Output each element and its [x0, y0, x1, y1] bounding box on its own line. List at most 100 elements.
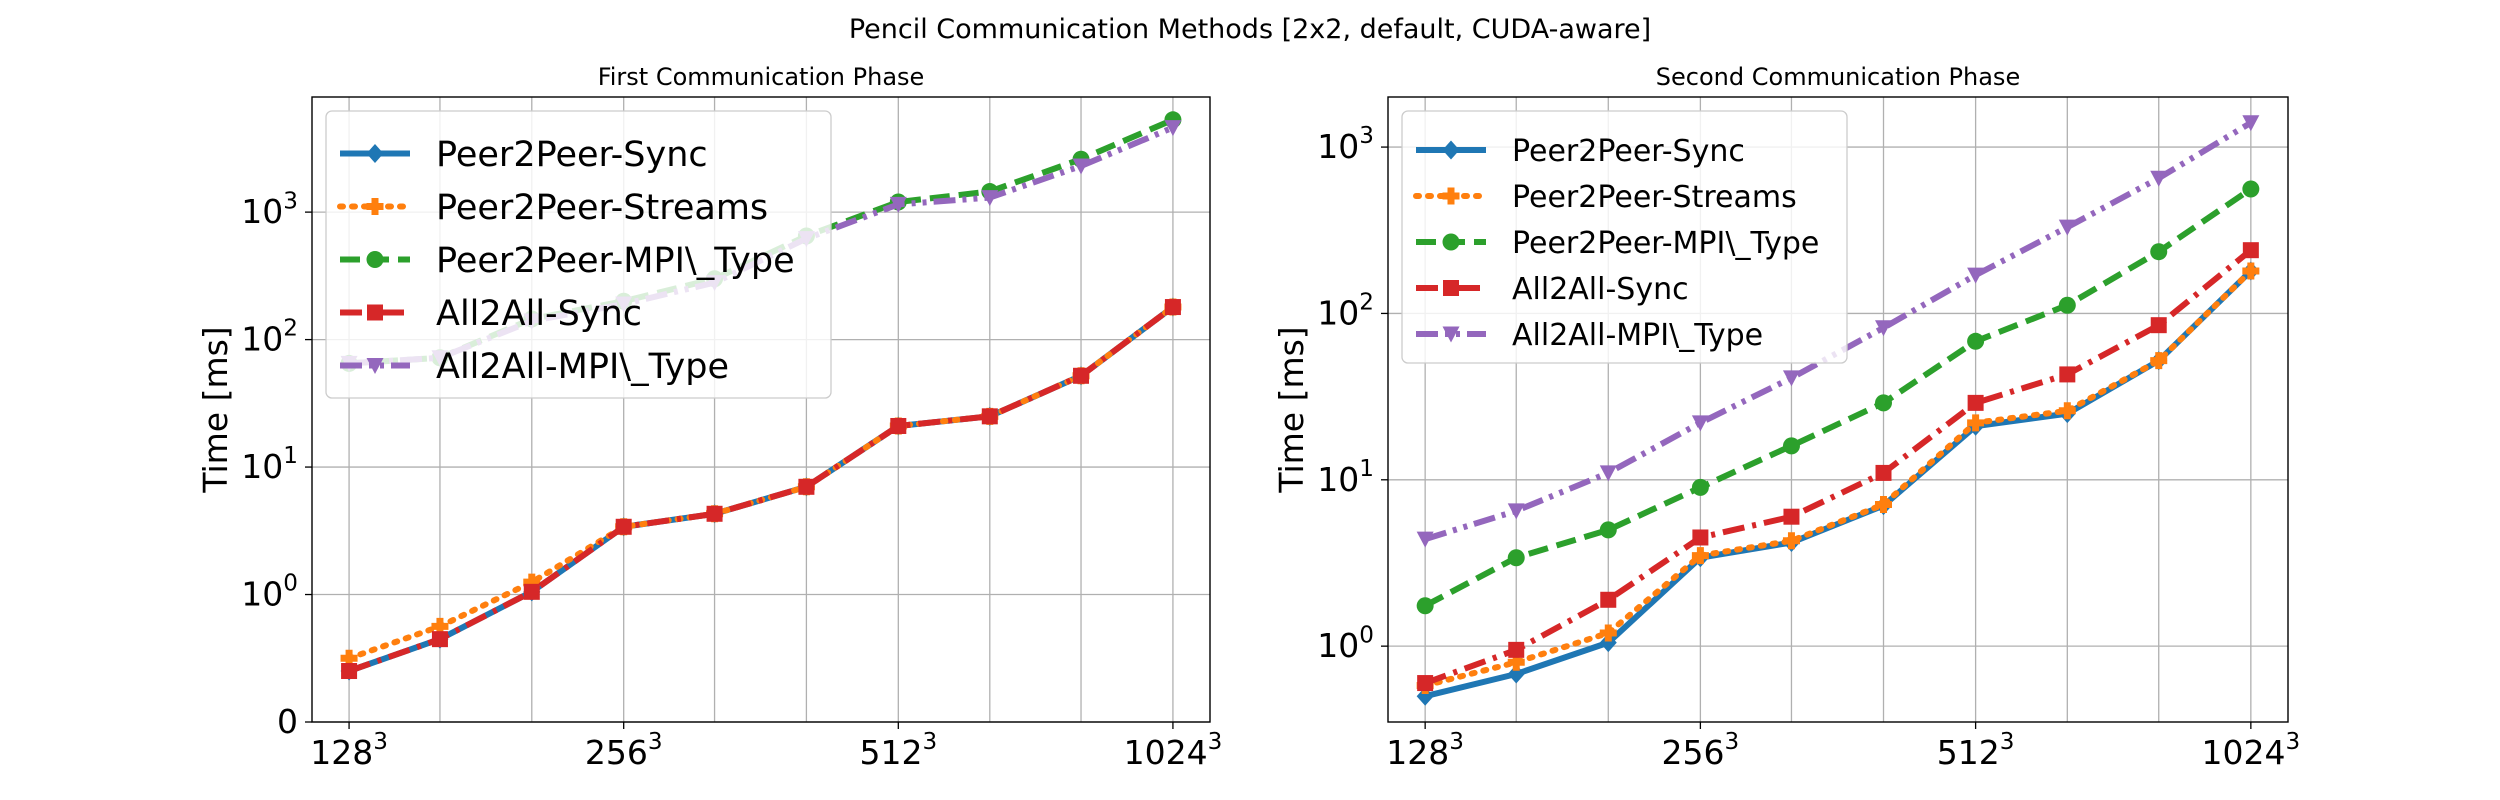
data-point [1875, 464, 1892, 481]
series-line [1424, 247, 2253, 686]
data-point [1967, 414, 1985, 432]
data-point [1599, 465, 1617, 482]
series-line [1423, 186, 2253, 609]
data-point [1875, 394, 1893, 412]
y-tick-label: 103 [241, 188, 298, 231]
data-point [1416, 531, 1434, 548]
data-point [890, 417, 907, 434]
data-point [1507, 503, 1525, 520]
legend-label: All2All-MPI\_Type [436, 347, 729, 387]
y-tick-label: 100 [1317, 622, 1374, 665]
legend-marker [1442, 140, 1460, 160]
legend-label: Peer2Peer-Sync [436, 135, 708, 175]
legend-marker [366, 251, 384, 268]
data-point [523, 573, 541, 591]
x-tick-label: 1283 [1386, 729, 1464, 772]
data-point [798, 478, 815, 495]
data-point [1967, 394, 1984, 411]
legend-marker [1442, 233, 1460, 251]
y-tick-label: 101 [1317, 456, 1374, 499]
data-point [1782, 370, 1800, 387]
data-point [2150, 317, 2167, 334]
data-point [2242, 262, 2260, 280]
data-point [1164, 120, 1182, 137]
data-point [615, 518, 632, 535]
data-point [1782, 437, 1800, 455]
data-point [2058, 296, 2076, 314]
legend-marker [366, 144, 384, 163]
data-point [1967, 332, 1985, 350]
series-line [1424, 120, 2253, 542]
data-point [2150, 352, 2168, 370]
x-tick-label: 1283 [310, 729, 388, 772]
plot-panel-1: First Communication Phase 0 100 101 102 103 12… [196, 63, 1222, 772]
data-point [1416, 597, 1434, 615]
legend: Peer2Peer-Sync Peer2Peer-Streams Peer2Peer… [325, 110, 832, 399]
data-point [706, 505, 723, 522]
legend-box [1401, 110, 1848, 364]
data-point [1782, 532, 1800, 550]
legend-label: Peer2Peer-Streams [1512, 180, 1797, 215]
legend-label: Peer2Peer-Sync [1512, 134, 1745, 169]
legend-label: All2All-MPI\_Type [1512, 318, 1763, 353]
legend-marker [367, 304, 383, 321]
data-point [431, 631, 448, 648]
data-point [2242, 180, 2260, 198]
x-tick-label: 5123 [1937, 729, 2015, 772]
plot-frame [311, 96, 1211, 723]
data-point [981, 190, 999, 207]
data-point [341, 663, 358, 680]
data-point [2058, 219, 2076, 236]
legend-marker [366, 198, 384, 215]
series-line [348, 304, 1175, 674]
data-point [1692, 529, 1709, 546]
data-point [1875, 320, 1893, 337]
data-point [1600, 591, 1617, 608]
data-point [2242, 115, 2260, 132]
data-point [1507, 549, 1525, 567]
data-point [2058, 402, 2076, 420]
data-point [340, 649, 358, 667]
legend-label: All2All-Sync [1512, 272, 1689, 307]
y-tick-label: 102 [241, 316, 298, 359]
y-axis-label: Time [ms] [196, 326, 235, 493]
data-point [1508, 641, 1525, 658]
figure-title: Pencil Communication Methods [2x2, defau… [849, 14, 1651, 45]
series-group [1416, 115, 2260, 706]
series-line [1422, 268, 2254, 689]
y-tick-label: 101 [241, 443, 298, 486]
legend-label: Peer2Peer-MPI\_Type [1512, 226, 1819, 261]
data-point [2150, 243, 2168, 261]
data-point [1164, 299, 1181, 316]
y-tick-label: 103 [1317, 123, 1374, 166]
x-tick-label: 2563 [585, 729, 663, 772]
x-tick-label: 10243 [1124, 729, 1223, 772]
legend-label: Peer2Peer-MPI\_Type [436, 241, 795, 281]
x-tick-label: 10243 [2202, 729, 2301, 772]
plot-title: First Communication Phase [598, 63, 925, 91]
plot-title: Second Communication Phase [1656, 63, 2020, 91]
data-point [1599, 633, 1617, 653]
data-point [1875, 496, 1893, 514]
data-point [1599, 624, 1617, 642]
plot-panel-2: Second Communication Phase 100 101 102 103 12… [1272, 63, 2300, 772]
data-point [1691, 415, 1709, 432]
y-tick-label: 100 [241, 571, 298, 614]
data-point [1507, 664, 1525, 684]
x-tick-label: 5123 [859, 729, 937, 772]
y-axis-label: Time [ms] [1272, 326, 1311, 493]
data-point [1507, 653, 1525, 671]
plot-frame [1387, 96, 2289, 723]
data-point [2059, 366, 2076, 383]
data-point [2150, 170, 2168, 187]
data-point [889, 196, 907, 213]
data-point [1072, 158, 1090, 175]
data-point [1783, 508, 1800, 525]
legend-label: All2All-Sync [436, 294, 642, 334]
legend-label: Peer2Peer-Streams [436, 188, 768, 228]
data-point [431, 617, 449, 635]
data-point [523, 583, 540, 600]
data-point [1691, 547, 1709, 565]
legend-marker [1443, 280, 1459, 296]
